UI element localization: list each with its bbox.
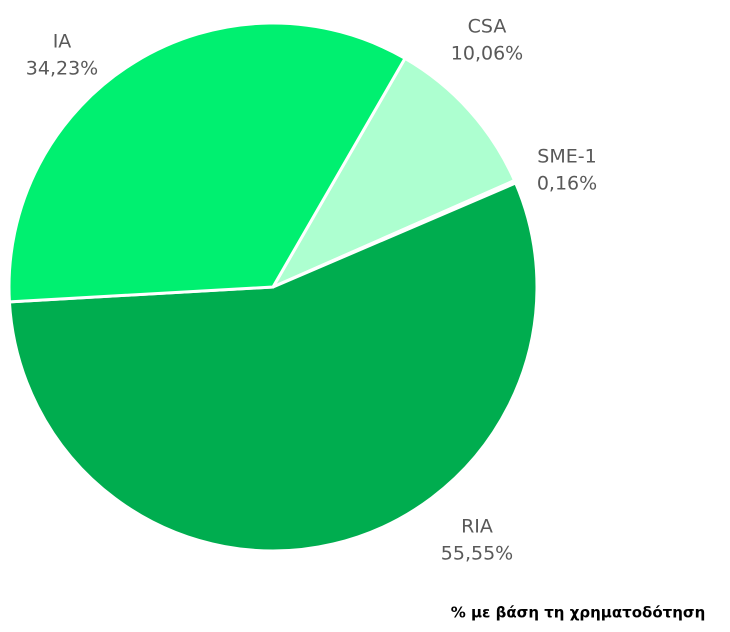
pie-slice [269,56,517,291]
pie-slice [7,21,408,304]
slice-label: RIA [461,516,493,538]
chart-note: % με βάση τη χρηματοδότηση [451,604,706,622]
slice-label: CSA [468,16,507,38]
slice-value: 34,23% [26,58,98,80]
slice-value: 55,55% [441,543,513,565]
slice-value: 0,16% [537,173,597,195]
slice-label: IA [53,31,72,53]
slice-label: SME-1 [537,146,596,168]
slice-value: 10,06% [451,43,523,65]
pie-slice [7,180,539,553]
